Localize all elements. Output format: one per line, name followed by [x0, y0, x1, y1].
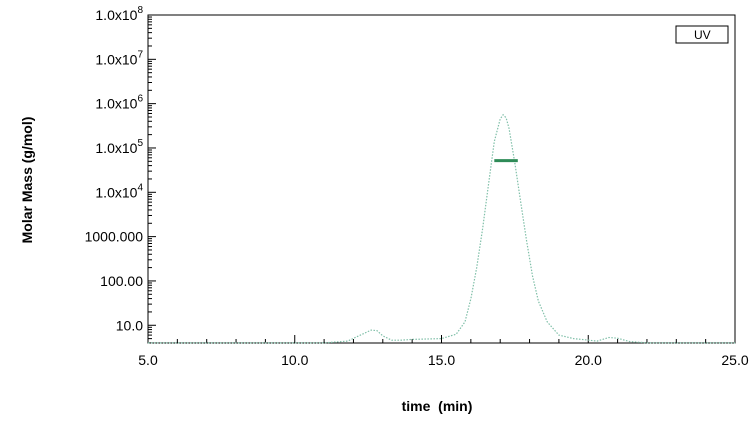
- x-tick-label: 20.0: [575, 352, 602, 368]
- y-axis-title: Molar Mass (g/mol): [19, 117, 35, 244]
- legend: UV: [675, 25, 729, 44]
- y-tick-label: 10.0: [116, 317, 143, 333]
- y-tick-label: 1.0x106: [95, 94, 143, 112]
- y-tick-label: 1.0x104: [95, 182, 143, 200]
- plot-frame: [147, 14, 736, 344]
- y-tick-label: 1.0x107: [95, 49, 143, 67]
- x-tick-label: 10.0: [281, 352, 308, 368]
- y-tick-label: 1000.000: [85, 229, 144, 245]
- x-tick-label: 5.0: [138, 352, 158, 368]
- x-axis-title: time (min): [402, 398, 473, 414]
- legend-box: [675, 25, 729, 44]
- y-tick-label: 1.0x108: [95, 5, 143, 23]
- y-axis-ticks: 10.0 100.00 1000.000 1.0x104 1.0x105 1.0x106 1…: [85, 5, 156, 344]
- legend-label: UV: [694, 28, 711, 42]
- x-axis-ticks: 5.0 10.0 15.0 20.0 25.0: [138, 335, 749, 368]
- series-layer: [148, 113, 735, 344]
- x-tick-label: 25.0: [721, 352, 748, 368]
- y-tick-label: 100.00: [100, 273, 143, 289]
- x-tick-label: 15.0: [428, 352, 455, 368]
- y-tick-label: 1.0x105: [95, 138, 143, 156]
- uv-trace: [148, 113, 735, 344]
